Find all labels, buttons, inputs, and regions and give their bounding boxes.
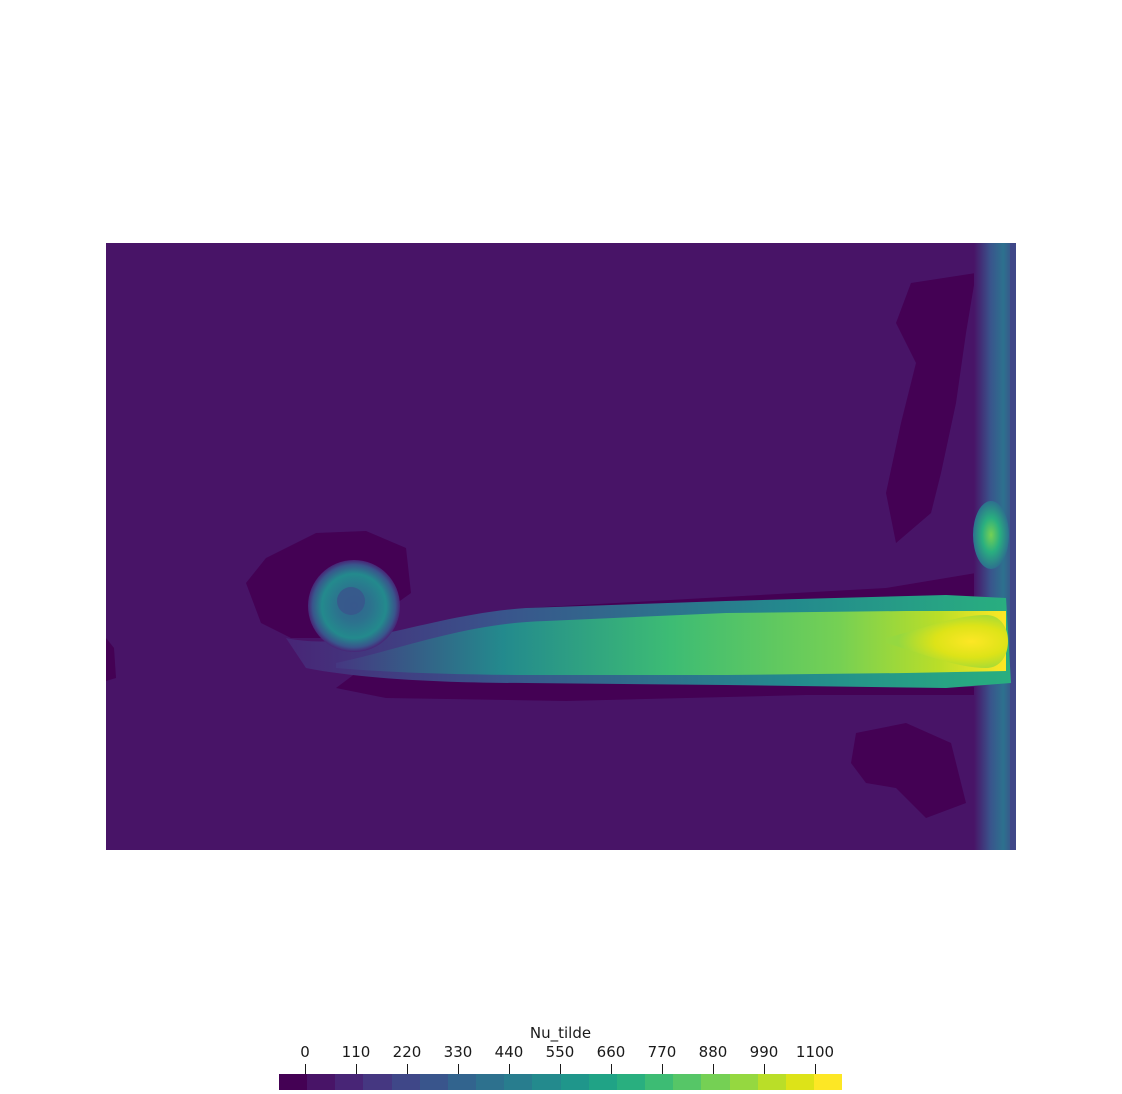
color-legend-swatch <box>476 1074 505 1090</box>
color-legend-swatch <box>616 1074 646 1090</box>
color-legend-swatch <box>504 1074 533 1090</box>
color-legend-tick-label: 880 <box>698 1043 728 1061</box>
color-legend-swatch <box>588 1074 617 1090</box>
color-legend-tick-label: 550 <box>545 1043 575 1061</box>
wake-hot-region <box>886 615 1008 668</box>
color-legend-swatch <box>335 1074 364 1090</box>
color-legend-swatch <box>701 1074 730 1090</box>
wake-core <box>336 611 1006 675</box>
low-region-left-edge <box>106 638 116 681</box>
color-legend-tick-label: 220 <box>392 1043 422 1061</box>
color-legend-tick-label: 770 <box>647 1043 677 1061</box>
color-legend-swatch <box>419 1074 448 1090</box>
low-region-upper-right <box>886 273 976 543</box>
color-legend-swatch <box>729 1074 758 1090</box>
color-legend-tick-label: 990 <box>749 1043 779 1061</box>
wall-hotspot <box>973 501 1009 569</box>
color-legend-tick-labels: 0 110 220 330 440 550 660 770 880 990 1100 <box>279 1043 842 1063</box>
color-legend-swatch <box>307 1074 336 1090</box>
color-legend-swatch <box>813 1074 843 1090</box>
color-legend-swatch <box>785 1074 814 1090</box>
color-legend-swatch <box>391 1074 420 1090</box>
color-legend-tick-label: 660 <box>596 1043 626 1061</box>
color-legend-swatch <box>363 1074 392 1090</box>
color-legend-swatch <box>279 1074 308 1090</box>
color-legend-tick-label: 1100 <box>795 1043 835 1061</box>
color-legend-tick-label: 0 <box>300 1043 310 1061</box>
color-legend-swatch <box>532 1074 561 1090</box>
color-legend-swatch <box>645 1074 674 1090</box>
color-legend: Nu_tilde 0 110 220 330 440 550 660 770 880 990 110… <box>279 1020 843 1094</box>
wall-edge <box>1010 243 1016 850</box>
low-region-lower-right <box>851 723 966 818</box>
color-legend-swatch <box>757 1074 786 1090</box>
color-legend-tick-label: 440 <box>494 1043 524 1061</box>
color-legend-tick-label: 110 <box>341 1043 371 1061</box>
scalar-field-plot <box>106 243 1016 850</box>
color-legend-tick-label: 330 <box>443 1043 473 1061</box>
color-legend-swatch <box>673 1074 702 1090</box>
vortex-core <box>337 587 365 615</box>
color-legend-title: Nu_tilde <box>529 1024 592 1042</box>
color-legend-bar <box>279 1074 843 1090</box>
color-legend-swatch <box>447 1074 477 1090</box>
color-legend-swatch <box>560 1074 589 1090</box>
